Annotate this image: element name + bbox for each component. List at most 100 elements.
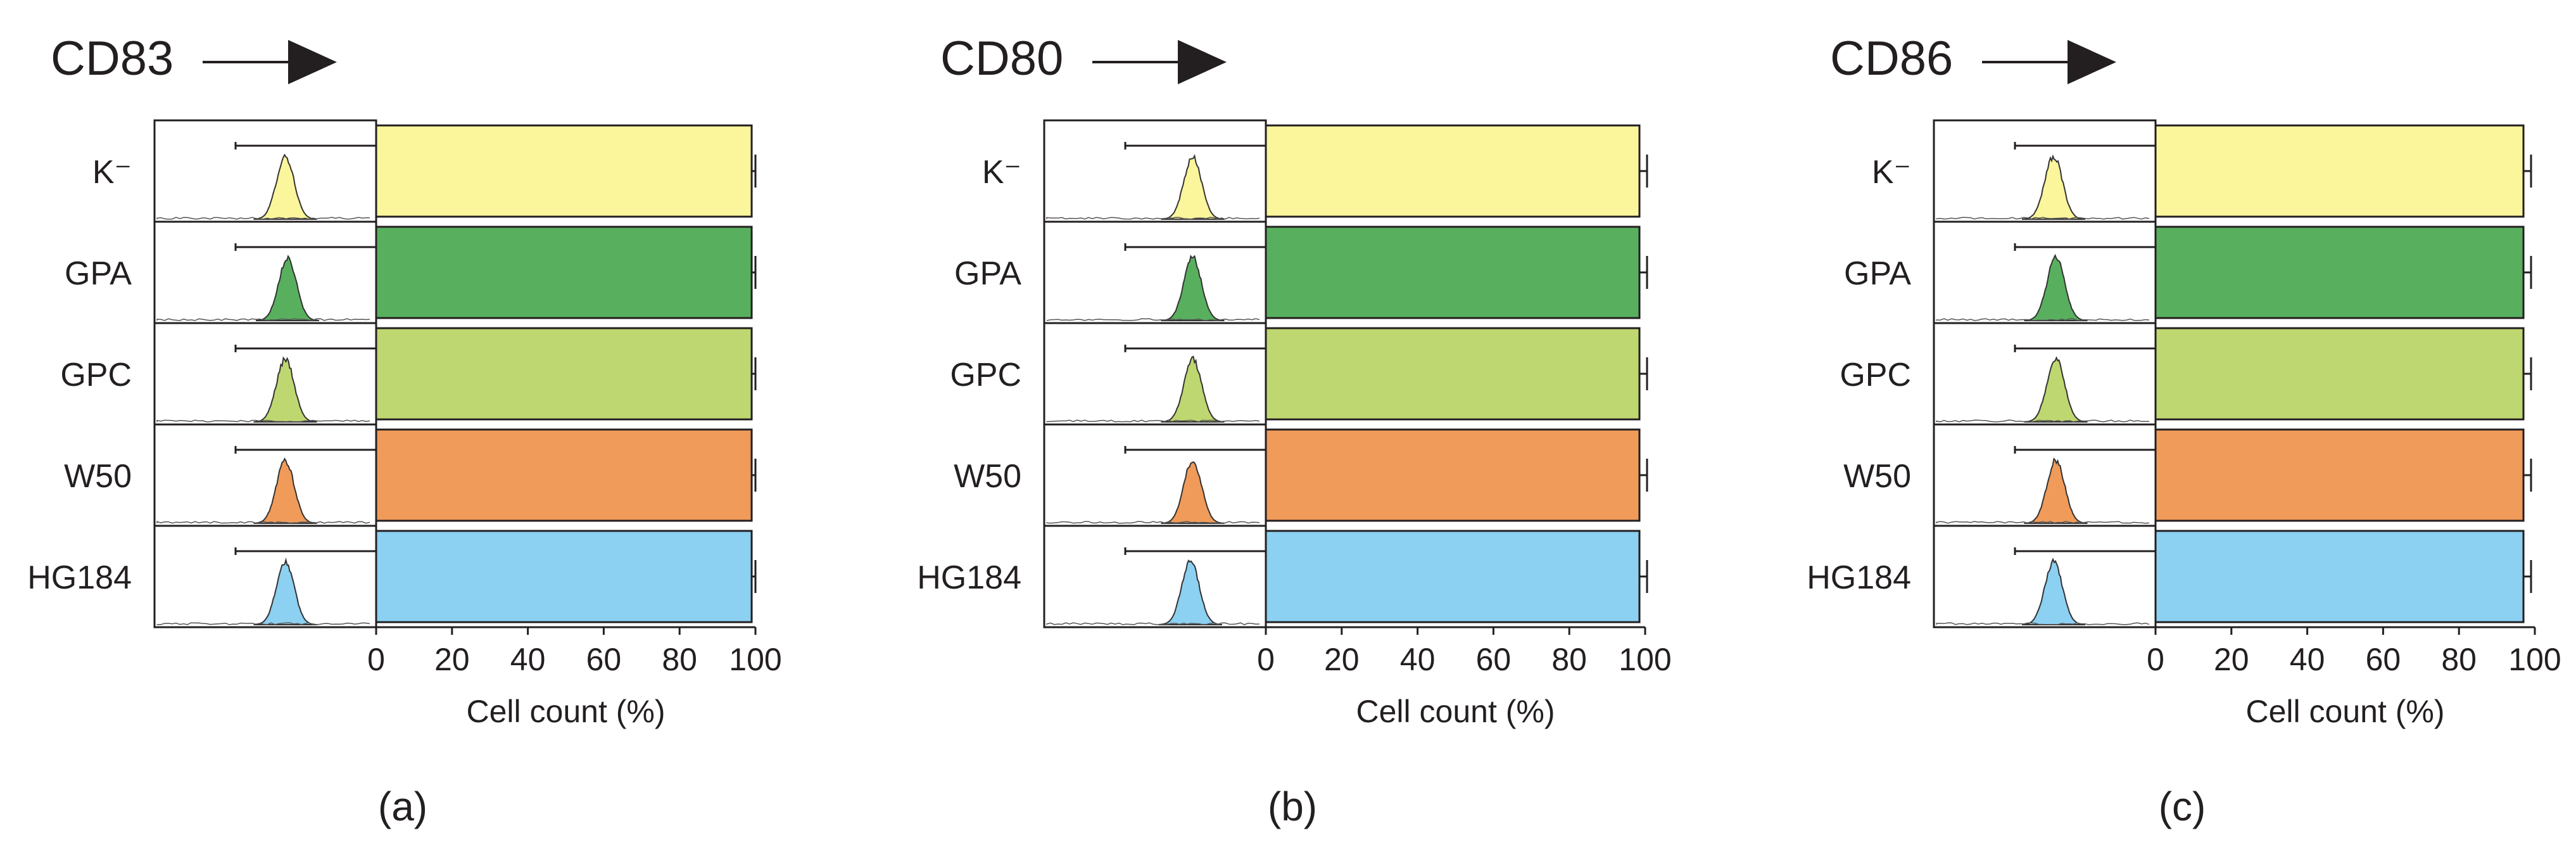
histogram-frame bbox=[1043, 322, 1267, 426]
category-label: HG184 bbox=[27, 559, 132, 596]
panel-b: CD80 K⁻ GPA GPC W50 HG184 0 20 40 60 80 100 Cell cou… bbox=[917, 32, 1671, 829]
x-tick-label: 60 bbox=[2366, 642, 2401, 677]
bar bbox=[375, 530, 753, 623]
histogram-peak bbox=[253, 457, 317, 524]
histogram-peak bbox=[2024, 457, 2088, 524]
histogram-frame bbox=[153, 220, 377, 324]
histogram-baseline bbox=[1936, 622, 2150, 625]
histogram-baseline bbox=[156, 419, 370, 423]
histogram-baseline bbox=[1936, 217, 2150, 220]
category-label: W50 bbox=[954, 458, 1021, 495]
bar bbox=[2154, 124, 2525, 218]
category-label: GPA bbox=[1844, 255, 1911, 292]
x-tick-label: 0 bbox=[1257, 642, 1275, 677]
row-2: GPC bbox=[60, 322, 757, 426]
histogram-baseline bbox=[1046, 318, 1260, 321]
histogram-peak bbox=[1161, 461, 1225, 524]
x-tick-label: 60 bbox=[586, 642, 622, 677]
histogram-peak bbox=[1161, 255, 1225, 321]
category-label: HG184 bbox=[1807, 559, 1911, 596]
x-tick-label: 40 bbox=[510, 642, 546, 677]
x-tick-label: 100 bbox=[729, 642, 781, 677]
bar bbox=[375, 124, 753, 218]
histogram-peak bbox=[2024, 253, 2088, 321]
bar bbox=[2154, 428, 2525, 522]
histogram-peak bbox=[256, 255, 319, 321]
x-tick-label: 60 bbox=[1476, 642, 1512, 677]
category-label: GPC bbox=[60, 357, 132, 393]
category-label: K⁻ bbox=[92, 154, 132, 191]
histogram-frame bbox=[1043, 119, 1267, 223]
category-label: HG184 bbox=[917, 559, 1021, 596]
row-0: K⁻ bbox=[1872, 119, 2532, 223]
row-0: K⁻ bbox=[982, 119, 1648, 223]
histogram-peak bbox=[2022, 154, 2085, 220]
panel-c: CD86 K⁻ GPA GPC W50 HG184 0 20 40 60 80 100 Cell cou… bbox=[1807, 32, 2561, 829]
row-4: HG184 bbox=[917, 525, 1648, 628]
histogram-baseline bbox=[1046, 622, 1260, 625]
category-label: K⁻ bbox=[982, 154, 1021, 191]
row-2: GPC bbox=[950, 322, 1648, 426]
row-4: HG184 bbox=[1807, 525, 2532, 628]
category-label: W50 bbox=[1843, 458, 1911, 495]
x-tick-label: 80 bbox=[662, 642, 697, 677]
histogram-baseline bbox=[1046, 419, 1260, 423]
x-tick-label: 20 bbox=[2214, 642, 2249, 677]
histogram-frame bbox=[1043, 423, 1267, 527]
histogram-peak bbox=[1161, 154, 1225, 220]
bar bbox=[375, 428, 753, 522]
row-1: GPA bbox=[1844, 220, 2532, 324]
bar bbox=[2154, 226, 2525, 319]
category-label: K⁻ bbox=[1872, 154, 1911, 191]
row-2: GPC bbox=[1840, 322, 2532, 426]
x-tick-label: 20 bbox=[1324, 642, 1360, 677]
bar bbox=[1265, 327, 1641, 421]
bar bbox=[375, 226, 753, 319]
histogram-frame bbox=[153, 525, 377, 628]
x-tick-label: 100 bbox=[1619, 642, 1671, 677]
panel-a: CD83 K⁻ GPA GPC W50 HG184 0 20 40 60 80 100 Cell cou… bbox=[27, 32, 781, 829]
panel-label: (c) bbox=[2159, 784, 2206, 829]
panel-title: CD83 bbox=[51, 32, 174, 86]
bar bbox=[1265, 428, 1641, 522]
bar bbox=[2154, 327, 2525, 421]
x-tick-label: 80 bbox=[2441, 642, 2477, 677]
histogram-peak bbox=[1161, 355, 1225, 423]
histogram-frame bbox=[1043, 525, 1267, 628]
histogram-baseline bbox=[1046, 521, 1260, 524]
x-axis-label: Cell count (%) bbox=[1356, 694, 1555, 729]
category-label: W50 bbox=[64, 458, 132, 495]
bar bbox=[1265, 530, 1641, 623]
histogram-frame bbox=[153, 119, 377, 223]
x-tick-label: 40 bbox=[1400, 642, 1436, 677]
histogram-frame bbox=[1043, 220, 1267, 324]
x-tick-label: 20 bbox=[434, 642, 470, 677]
x-tick-label: 0 bbox=[367, 642, 385, 677]
row-3: W50 bbox=[1843, 423, 2532, 527]
row-0: K⁻ bbox=[92, 119, 757, 223]
row-3: W50 bbox=[64, 423, 757, 527]
category-label: GPA bbox=[65, 255, 132, 292]
histogram-peak bbox=[1159, 559, 1222, 625]
arrow-right-icon bbox=[1178, 40, 1227, 84]
panel-title: CD80 bbox=[940, 32, 1063, 86]
histogram-peak bbox=[2024, 356, 2088, 423]
bar bbox=[375, 327, 753, 421]
row-4: HG184 bbox=[27, 525, 757, 628]
category-label: GPC bbox=[1840, 357, 1911, 393]
histogram-baseline bbox=[156, 521, 370, 524]
panel-label: (a) bbox=[378, 784, 427, 829]
category-label: GPC bbox=[950, 357, 1021, 393]
histogram-baseline bbox=[1936, 521, 2150, 524]
bar bbox=[1265, 226, 1641, 319]
x-axis-label: Cell count (%) bbox=[467, 694, 666, 729]
histogram-peak bbox=[253, 356, 317, 423]
histogram-peak bbox=[253, 153, 317, 220]
x-tick-label: 0 bbox=[2147, 642, 2164, 677]
histogram-baseline bbox=[156, 318, 370, 321]
row-1: GPA bbox=[65, 220, 757, 324]
histogram-baseline bbox=[156, 622, 370, 625]
arrow-right-icon bbox=[288, 40, 337, 84]
row-1: GPA bbox=[954, 220, 1648, 324]
